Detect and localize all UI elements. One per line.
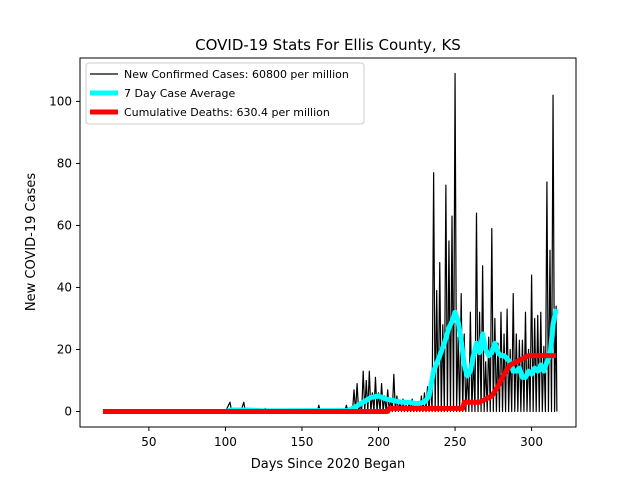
legend-label-1: New Confirmed Cases: 60800 per million bbox=[124, 68, 349, 81]
series-line-1 bbox=[102, 72, 558, 413]
y-tick-label: 0 bbox=[64, 404, 72, 418]
x-axis: 50 100 150 200 250 300 bbox=[141, 427, 543, 449]
y-axis: 0 20 40 60 80 100 bbox=[49, 94, 80, 418]
y-tick-label: 60 bbox=[57, 218, 72, 232]
y-tick-label: 40 bbox=[57, 280, 72, 294]
legend: New Confirmed Cases: 60800 per million 7 … bbox=[85, 62, 365, 125]
legend-label-2: 7 Day Case Average bbox=[124, 87, 236, 100]
series-line-2 bbox=[102, 308, 559, 414]
x-tick-label: 150 bbox=[291, 435, 314, 449]
legend-box bbox=[85, 62, 365, 125]
axes-frame bbox=[79, 57, 577, 428]
plot-area bbox=[102, 72, 559, 414]
y-tick-label: 100 bbox=[49, 94, 72, 108]
y-tick-label: 80 bbox=[57, 156, 72, 170]
x-tick-label: 200 bbox=[367, 435, 390, 449]
x-tick-label: 300 bbox=[520, 435, 543, 449]
series-line-3 bbox=[102, 353, 557, 414]
x-axis-label: Days Since 2020 Began bbox=[251, 457, 406, 472]
chart-title: COVID-19 Stats For Ellis County, KS bbox=[195, 36, 461, 54]
y-axis-label: New COVID-19 Cases bbox=[24, 173, 39, 311]
x-tick-label: 50 bbox=[141, 435, 156, 449]
y-tick-label: 20 bbox=[57, 342, 72, 356]
legend-label-3: Cumulative Deaths: 630.4 per million bbox=[124, 106, 330, 119]
x-tick-label: 250 bbox=[444, 435, 467, 449]
x-tick-label: 100 bbox=[214, 435, 237, 449]
